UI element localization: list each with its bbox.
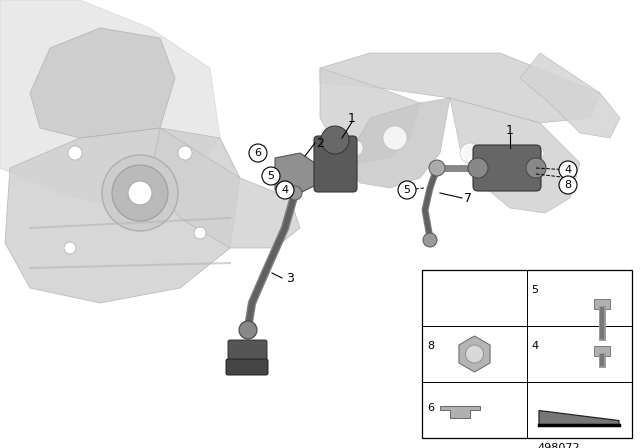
Polygon shape	[459, 336, 490, 372]
Polygon shape	[345, 98, 450, 188]
FancyBboxPatch shape	[473, 145, 541, 191]
Polygon shape	[320, 53, 600, 123]
Circle shape	[347, 140, 363, 156]
Text: 498072: 498072	[537, 443, 580, 448]
Polygon shape	[275, 153, 320, 193]
Polygon shape	[0, 0, 220, 208]
Polygon shape	[539, 410, 619, 425]
Circle shape	[423, 233, 437, 247]
Polygon shape	[320, 68, 420, 163]
Polygon shape	[150, 128, 300, 248]
Circle shape	[465, 345, 483, 363]
Text: 2: 2	[316, 137, 324, 150]
Circle shape	[249, 144, 267, 162]
Circle shape	[526, 144, 544, 162]
FancyBboxPatch shape	[228, 340, 267, 360]
Text: 6: 6	[255, 148, 262, 158]
Circle shape	[460, 143, 480, 163]
FancyBboxPatch shape	[314, 136, 357, 192]
Circle shape	[526, 158, 546, 178]
Text: 1: 1	[506, 124, 514, 137]
Circle shape	[559, 161, 577, 179]
Circle shape	[559, 176, 577, 194]
Circle shape	[429, 160, 445, 176]
Text: 4: 4	[282, 185, 289, 195]
Text: 1: 1	[348, 112, 356, 125]
Text: 6: 6	[427, 403, 434, 413]
Circle shape	[383, 126, 407, 150]
Circle shape	[68, 146, 82, 160]
Text: 5: 5	[268, 171, 275, 181]
Text: 5: 5	[531, 285, 538, 295]
Bar	[422, 270, 632, 438]
Polygon shape	[5, 128, 240, 303]
Text: 5: 5	[403, 185, 410, 195]
Circle shape	[194, 227, 206, 239]
Circle shape	[178, 146, 192, 160]
Circle shape	[112, 165, 168, 221]
Circle shape	[288, 186, 302, 200]
Polygon shape	[520, 53, 620, 138]
Circle shape	[276, 181, 294, 199]
Circle shape	[102, 155, 178, 231]
Text: 4: 4	[564, 165, 572, 175]
Bar	[594, 346, 610, 356]
Text: 3: 3	[286, 271, 294, 284]
Circle shape	[321, 126, 349, 154]
Text: 8: 8	[427, 340, 434, 351]
Circle shape	[64, 242, 76, 254]
Polygon shape	[30, 28, 175, 138]
FancyBboxPatch shape	[226, 359, 268, 375]
Circle shape	[128, 181, 152, 205]
Circle shape	[239, 321, 257, 339]
Circle shape	[468, 158, 488, 178]
Polygon shape	[440, 406, 480, 418]
Polygon shape	[450, 98, 580, 213]
Text: 8: 8	[564, 180, 572, 190]
Text: 7: 7	[464, 191, 472, 204]
Bar	[594, 299, 610, 309]
Circle shape	[398, 181, 416, 199]
Circle shape	[262, 167, 280, 185]
Text: 4: 4	[531, 340, 538, 351]
